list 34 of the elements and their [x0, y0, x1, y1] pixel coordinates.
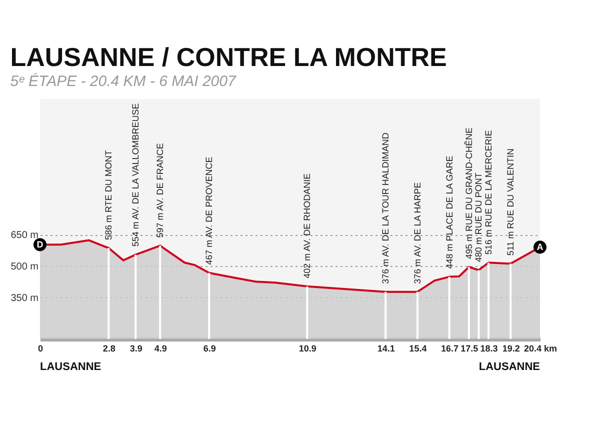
annotation: A — [536, 242, 544, 252]
y-tick-label: 350 m — [10, 292, 38, 304]
text: LAUSANNE — [40, 361, 102, 373]
x-tick-label: 18.3 — [480, 344, 498, 354]
annotation: 448 m PLACE DE LA GARE — [444, 156, 454, 269]
y-tick-label: 500 m — [10, 261, 38, 272]
x-tick-label: 6.9 — [203, 344, 216, 354]
annotation: 376 m AV. DE LA TOUR HALDIMAND — [380, 132, 391, 284]
annotation: 480 m RUE DU PONT — [474, 172, 484, 262]
x-tick-label: 10.9 — [298, 344, 316, 354]
annotation: 402 m AV. DE RHODANIE — [302, 173, 312, 278]
x-tick-label: 19.2 — [502, 344, 520, 354]
x-tick-label: 3.9 — [130, 344, 142, 354]
chart-subtitle: 5ᵉ ÉTAPE - 20.4 KM - 6 MAI 2007 — [10, 72, 236, 90]
annotation: 554 m AV. DE LA VALLOMBREUSE — [130, 103, 141, 247]
annotation: 586 m RTE DU MONT — [104, 150, 114, 240]
y-tick-label: 650 m — [10, 230, 38, 242]
annotation: 511 m RUE DU VALENTIN — [506, 148, 516, 256]
x-tick-label: 4.9 — [154, 344, 167, 354]
annotation: 597 m AV. DE FRANCE — [155, 143, 166, 238]
annotation: 376 m AV. DE LA HARPE — [412, 182, 422, 284]
x-tick-label: 0 — [38, 344, 44, 354]
text: LAUSANNE — [478, 361, 540, 373]
x-tick-label: 14.1 — [377, 344, 395, 354]
annotation: D — [36, 240, 44, 250]
annotation: 467 m AV. DE PROVENCE — [204, 156, 214, 265]
annotation: 516 m RUE DE LA MERCERIE — [484, 130, 494, 255]
x-tick-label: 20.4 km — [524, 344, 558, 354]
x-tick-label: 16.7 — [441, 344, 459, 354]
chart-title: LAUSANNE / CONTRE LA MONTRE — [10, 42, 447, 72]
annotation: 495 m RUE DU GRAND-CHÊNE — [464, 127, 474, 259]
x-tick-label: 17.5 — [460, 344, 478, 354]
x-tick-label: 2.8 — [102, 344, 116, 354]
x-tick-label: 15.4 — [409, 344, 427, 354]
